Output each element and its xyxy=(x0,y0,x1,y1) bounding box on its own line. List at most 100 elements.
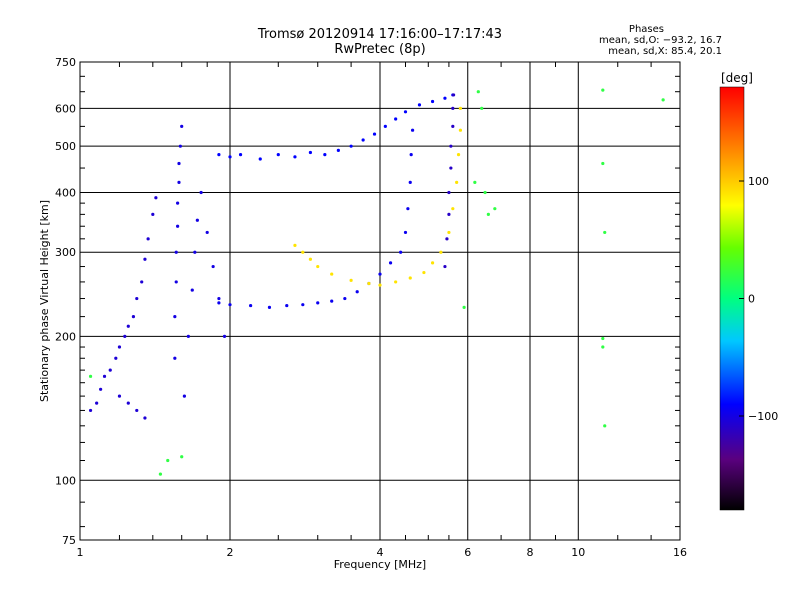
data-point-4-15 xyxy=(455,180,459,184)
data-point-3-13 xyxy=(399,250,403,254)
data-point-1-18 xyxy=(217,296,221,301)
y-tick-label: 100 xyxy=(55,474,76,487)
data-point-2-9 xyxy=(349,144,353,148)
data-point-2-4 xyxy=(276,153,280,157)
data-point-4-11 xyxy=(430,261,435,265)
data-point-6-12 xyxy=(603,230,607,235)
data-point-0-7 xyxy=(123,334,127,338)
data-point-4-14 xyxy=(451,207,455,211)
data-point-5-4 xyxy=(449,166,453,170)
data-point-0-12 xyxy=(143,257,147,261)
data-point-1-15 xyxy=(199,190,203,195)
data-point-4-1 xyxy=(301,250,305,254)
data-point-5-5 xyxy=(449,144,453,148)
data-point-4-4 xyxy=(330,272,334,276)
phase-stats-o: mean, sd,O: −93.2, 16.7 xyxy=(599,35,722,46)
data-point-2-15 xyxy=(417,103,422,107)
y-tick-label: 400 xyxy=(55,186,76,199)
data-point-3-6 xyxy=(316,301,320,305)
chart-subtitle: RwPretec (8p) xyxy=(334,42,425,57)
data-point-1-7 xyxy=(177,161,181,166)
data-point-3-17 xyxy=(409,153,413,157)
y-tick-label: 300 xyxy=(55,246,76,259)
data-point-2-17 xyxy=(443,96,447,100)
data-point-1-6 xyxy=(177,180,181,184)
data-point-1-11 xyxy=(186,334,190,338)
data-point-6-14 xyxy=(601,345,605,349)
x-tick-labels: 1 2 4 6 8 10 16 xyxy=(77,546,688,559)
data-point-1-9 xyxy=(180,124,184,128)
data-point-4-9 xyxy=(408,276,412,280)
data-point-0-6 xyxy=(117,345,122,349)
data-point-1-8 xyxy=(178,144,182,148)
data-point-1-4 xyxy=(176,224,180,228)
data-point-4-5 xyxy=(349,278,353,282)
data-point-0-10 xyxy=(135,296,139,301)
colorbar-ticks: 100 0 −100 xyxy=(739,175,778,423)
data-point-2-2 xyxy=(238,153,243,157)
x-axis-label: Frequency [MHz] xyxy=(334,558,426,571)
x-tick-label: 10 xyxy=(571,546,585,559)
data-point-3-5 xyxy=(301,303,305,307)
data-point-0-4 xyxy=(108,368,112,372)
data-point-0-3 xyxy=(102,374,107,378)
data-point-4-18 xyxy=(458,106,463,110)
data-point-3-16 xyxy=(408,180,412,184)
data-point-0-16 xyxy=(117,394,122,398)
data-point-3-9 xyxy=(355,290,359,294)
data-point-1-17 xyxy=(211,264,215,269)
data-point-6-3 xyxy=(483,190,487,195)
x-tick-label: 1 xyxy=(77,546,84,559)
data-point-6-17 xyxy=(88,374,93,378)
data-point-3-3 xyxy=(267,305,272,309)
data-point-5-3 xyxy=(447,190,451,195)
data-point-2-6 xyxy=(308,150,313,155)
data-point-1-12 xyxy=(190,288,194,292)
data-point-5-1 xyxy=(445,237,449,241)
data-point-1-3 xyxy=(174,250,178,254)
data-point-4-13 xyxy=(447,230,451,235)
data-point-6-15 xyxy=(603,424,607,428)
data-point-3-2 xyxy=(249,303,253,308)
grid-lines xyxy=(80,62,680,540)
data-point-2-3 xyxy=(258,157,262,161)
colorbar-tick-label: 100 xyxy=(748,175,769,188)
data-point-2-10 xyxy=(361,138,365,142)
data-points xyxy=(88,88,665,476)
data-point-1-19 xyxy=(222,334,227,338)
data-point-5-8 xyxy=(451,93,456,97)
data-point-0-8 xyxy=(126,324,130,328)
phase-stats-x: mean, sd,X: 85.4, 20.1 xyxy=(608,46,722,57)
data-point-6-4 xyxy=(486,212,490,216)
data-point-1-14 xyxy=(195,218,199,222)
colorbar-tick-label: −100 xyxy=(748,410,778,423)
data-point-5-6 xyxy=(451,124,455,128)
data-point-4-3 xyxy=(316,264,320,269)
data-point-4-16 xyxy=(456,153,461,157)
data-point-4-6 xyxy=(367,281,371,286)
data-point-5-2 xyxy=(447,212,451,216)
data-point-2-8 xyxy=(336,148,340,152)
data-point-0-5 xyxy=(114,356,118,360)
data-point-3-1 xyxy=(228,303,232,307)
data-point-4-10 xyxy=(422,270,426,275)
data-point-1-16 xyxy=(205,230,209,235)
data-point-6-0 xyxy=(476,90,480,94)
data-point-1-1 xyxy=(173,315,177,319)
data-point-0-1 xyxy=(95,401,99,405)
data-point-2-0 xyxy=(217,153,221,157)
data-point-2-5 xyxy=(293,155,297,159)
y-tick-label: 500 xyxy=(55,140,76,153)
data-point-1-0 xyxy=(173,356,177,360)
data-point-3-11 xyxy=(378,272,382,276)
data-point-1-13 xyxy=(193,250,197,254)
data-point-2-13 xyxy=(394,117,398,121)
data-point-2-11 xyxy=(372,132,377,136)
data-point-6-9 xyxy=(180,455,184,459)
data-point-1-10 xyxy=(182,394,186,398)
y-tick-label: 200 xyxy=(55,330,76,343)
data-point-0-18 xyxy=(135,408,139,413)
colorbar: [deg] 100 0 −100 xyxy=(719,71,778,511)
data-point-4-8 xyxy=(394,280,398,284)
